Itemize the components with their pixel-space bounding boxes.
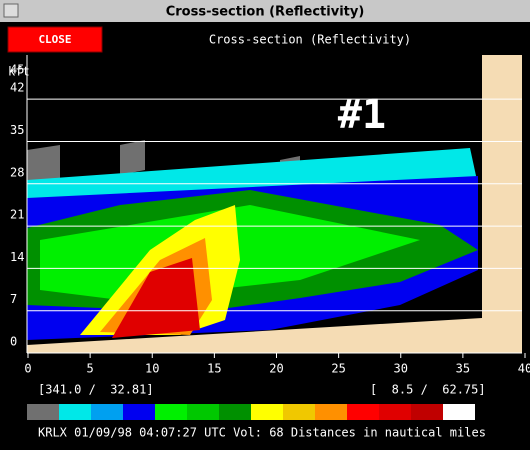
title-bar <box>0 0 530 22</box>
x-tick-label: 20 <box>269 362 283 376</box>
terrain <box>27 55 522 353</box>
menu-button[interactable] <box>3 3 19 18</box>
legend-swatch <box>219 404 251 420</box>
echo-top <box>120 140 145 175</box>
close-label[interactable]: CLOSE <box>38 33 71 46</box>
color-legend <box>27 404 475 420</box>
y-tick-label: 7 <box>10 292 17 306</box>
legend-swatch <box>251 404 283 420</box>
echo-top <box>27 145 60 185</box>
legend-swatch <box>347 404 379 420</box>
legend-swatch <box>315 404 347 420</box>
y-tick-label: 28 <box>10 165 24 179</box>
x-tick-label: 30 <box>394 362 408 376</box>
legend-swatch <box>443 404 475 420</box>
annotation: #1 <box>338 92 386 138</box>
y-tick-label: 45 <box>10 63 24 77</box>
echo <box>112 258 200 338</box>
legend-swatch <box>379 404 411 420</box>
y-tick-label: 42 <box>10 81 24 95</box>
window-title: Cross-section (Reflectivity) <box>166 5 365 20</box>
legend-swatch <box>411 404 443 420</box>
y-tick-label: 21 <box>10 208 24 222</box>
y-unit: kft <box>8 65 30 79</box>
x-tick-label: 25 <box>331 362 345 376</box>
legend-swatch <box>155 404 187 420</box>
header-title: Cross-section (Reflectivity) <box>209 33 411 47</box>
legend-swatch <box>123 404 155 420</box>
y-tick-label: 14 <box>10 250 24 264</box>
coords-right: [ 8.5 / 62.75] <box>370 383 486 397</box>
x-tick-label: 40 <box>518 362 530 376</box>
coords-left: [341.0 / 32.81] <box>38 383 154 397</box>
close-button[interactable] <box>7 26 103 53</box>
x-tick-label: 15 <box>207 362 221 376</box>
y-tick-label: 35 <box>10 123 24 137</box>
legend-swatch <box>91 404 123 420</box>
x-tick-label: 5 <box>87 362 94 376</box>
axes: 0 7 14 21 28 35 42 45 0 5 10 15 20 25 30 35 40 <box>10 63 530 376</box>
x-tick-label: 0 <box>24 362 31 376</box>
status-line: KRLX 01/09/98 04:07:27 UTC Vol: 68 Dista… <box>38 426 486 440</box>
legend-swatch <box>187 404 219 420</box>
y-tick-label: 0 <box>10 335 17 349</box>
legend-swatch <box>59 404 91 420</box>
x-tick-label: 10 <box>145 362 159 376</box>
radar-image <box>27 55 522 353</box>
legend-swatch <box>27 404 59 420</box>
legend-swatch <box>283 404 315 420</box>
x-tick-label: 35 <box>456 362 470 376</box>
